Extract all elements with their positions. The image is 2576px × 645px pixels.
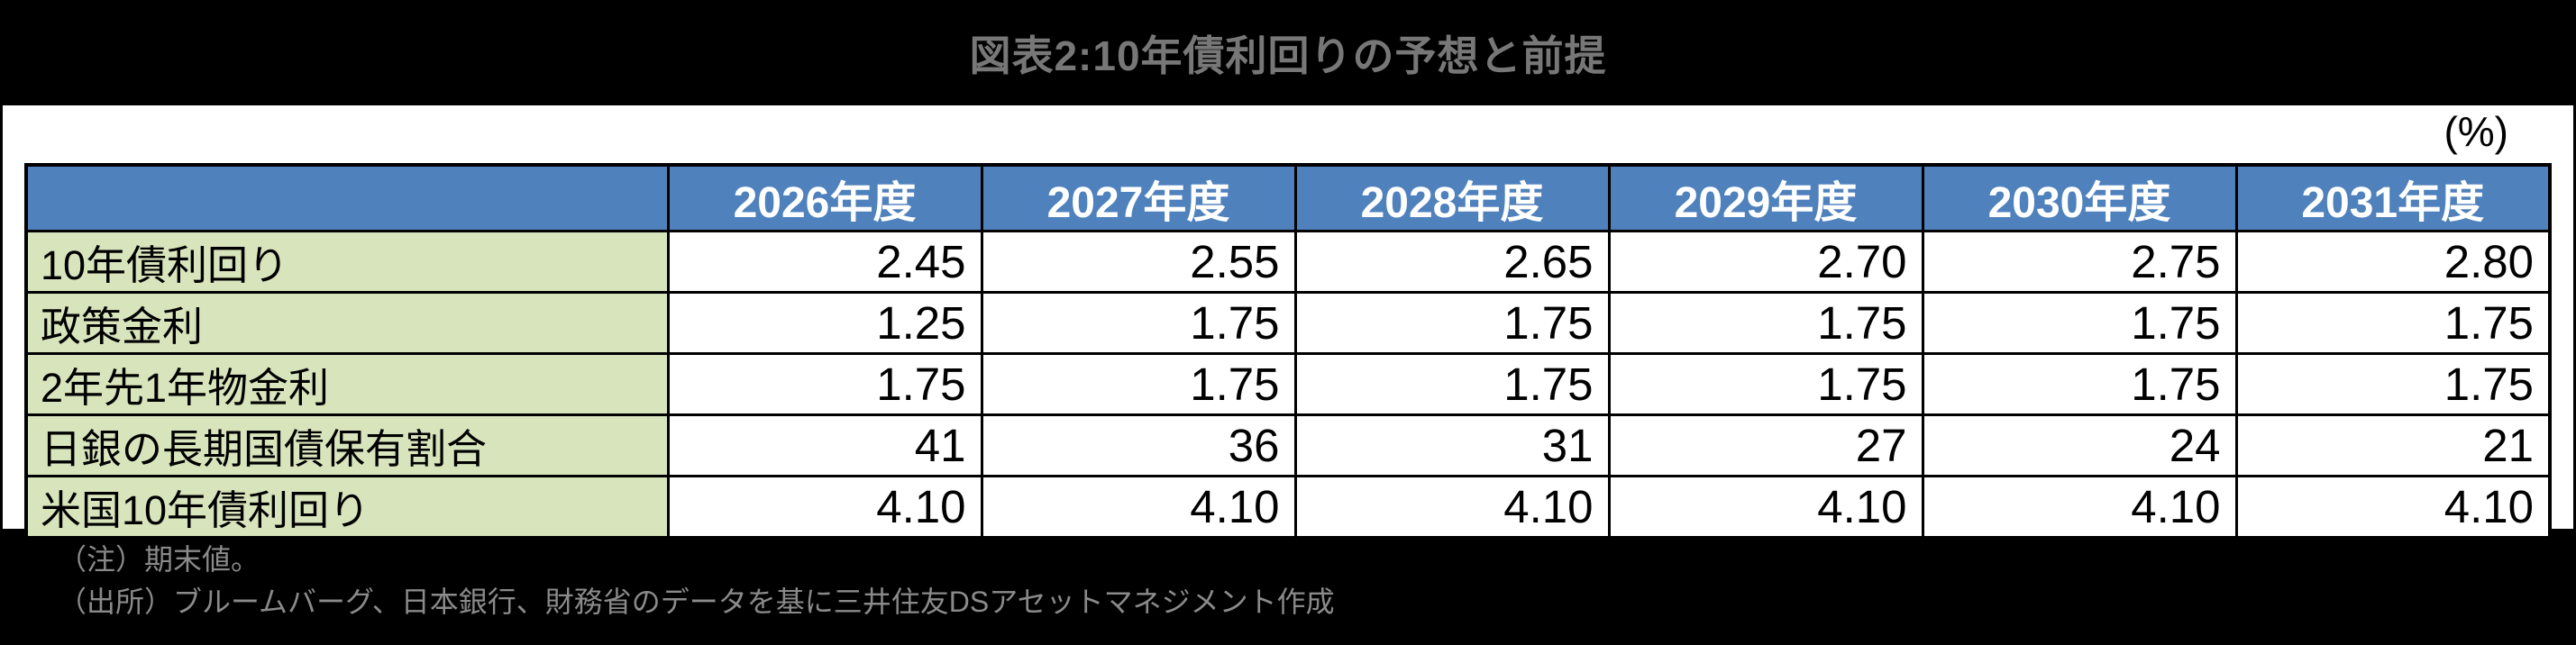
cell-value: 2.75 (1921, 230, 2238, 294)
cell-value: 2.55 (980, 230, 1297, 294)
cell-value: 2.80 (2234, 230, 2552, 294)
cell-value: 4.10 (1293, 475, 1611, 540)
unit-label: (%) (2444, 108, 2508, 155)
cell-value: 1.75 (1293, 352, 1611, 416)
header-year-2028: 2028年度 (1293, 163, 1611, 232)
cell-value: 4.10 (2234, 475, 2552, 540)
header-year-2027: 2027年度 (980, 163, 1297, 232)
cell-value: 1.25 (666, 291, 983, 355)
cell-value: 27 (1607, 413, 1924, 477)
cell-value: 4.10 (666, 475, 983, 540)
cell-value: 2.65 (1293, 230, 1611, 294)
header-year-2026: 2026年度 (666, 163, 983, 232)
cell-value: 2.45 (666, 230, 983, 294)
cell-value: 24 (1921, 413, 2238, 477)
header-corner-cell (24, 163, 670, 232)
note-line: （注）期末値。 (58, 543, 260, 576)
row-label: 日銀の長期国債保有割合 (24, 413, 670, 477)
table-row-10y-jgb-yield: 10年債利回り 2.45 2.55 2.65 2.70 2.75 2.80 (24, 230, 2552, 294)
table-row-boj-jgb-holding-ratio: 日銀の長期国債保有割合 41 36 31 27 24 21 (24, 413, 2552, 477)
cell-value: 1.75 (2234, 352, 2552, 416)
figure-notes: （注）期末値。 （出所）ブルームバーグ、日本銀行、財務省のデータを基に三井住友D… (58, 542, 1335, 619)
table-row-1y-rate-2y-forward: 2年先1年物金利 1.75 1.75 1.75 1.75 1.75 1.75 (24, 352, 2552, 416)
cell-value: 1.75 (666, 352, 983, 416)
header-year-2031: 2031年度 (2234, 163, 2552, 232)
cell-value: 36 (980, 413, 1297, 477)
cell-value: 1.75 (1607, 352, 1924, 416)
cell-value: 4.10 (1607, 475, 1924, 540)
cell-value: 1.75 (1293, 291, 1611, 355)
cell-value: 1.75 (2234, 291, 2552, 355)
table-row-policy-rate: 政策金利 1.25 1.75 1.75 1.75 1.75 1.75 (24, 291, 2552, 355)
cell-value: 1.75 (980, 291, 1297, 355)
cell-value: 31 (1293, 413, 1611, 477)
cell-value: 1.75 (980, 352, 1297, 416)
table-header-row: 2026年度 2027年度 2028年度 2029年度 2030年度 2031年… (24, 163, 2552, 232)
header-year-2030: 2030年度 (1921, 163, 2238, 232)
figure-title: 図表2:10年債利回りの予想と前提 (969, 32, 1607, 79)
cell-value: 4.10 (1921, 475, 2238, 540)
header-year-2029: 2029年度 (1607, 163, 1924, 232)
table-row-us-10y-yield: 米国10年債利回り 4.10 4.10 4.10 4.10 4.10 4.10 (24, 475, 2552, 540)
forecast-table: 2026年度 2027年度 2028年度 2029年度 2030年度 2031年… (24, 163, 2552, 540)
table-panel: (%) 2026年度 2027年度 2028年度 2029年度 2030年度 2… (3, 105, 2573, 540)
row-label: 10年債利回り (24, 230, 670, 294)
row-label: 2年先1年物金利 (24, 352, 670, 416)
cell-value: 21 (2234, 413, 2552, 477)
row-label: 政策金利 (24, 291, 670, 355)
row-label: 米国10年債利回り (24, 475, 670, 540)
source-line: （出所）ブルームバーグ、日本銀行、財務省のデータを基に三井住友DSアセットマネジ… (58, 586, 1335, 618)
cell-value: 1.75 (1921, 291, 2238, 355)
cell-value: 41 (666, 413, 983, 477)
cell-value: 2.70 (1607, 230, 1924, 294)
cell-value: 4.10 (980, 475, 1297, 540)
cell-value: 1.75 (1607, 291, 1924, 355)
cell-value: 1.75 (1921, 352, 2238, 416)
